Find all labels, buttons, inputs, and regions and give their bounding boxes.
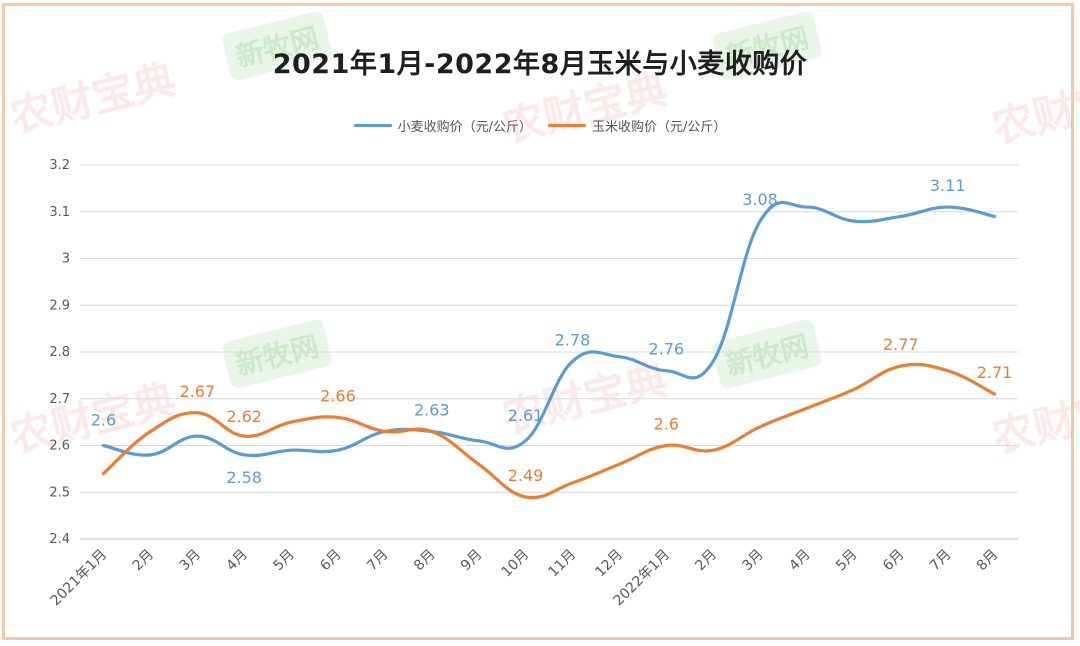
chart-frame: [2, 3, 1074, 640]
x-tick-label: 2月: [130, 547, 158, 575]
x-tick-label: 12月: [592, 547, 626, 581]
x-tick-label: 11月: [545, 547, 579, 581]
legend-swatch-wheat: [353, 124, 392, 127]
x-tick-label: 9月: [458, 547, 486, 575]
data-label: 2.6: [654, 415, 679, 434]
data-label: 2.78: [555, 330, 591, 349]
x-tick-label: 7月: [364, 547, 392, 575]
data-label: 2.58: [226, 468, 262, 487]
chart-title: 2021年1月-2022年8月玉米与小麦收购价: [272, 49, 808, 80]
data-label: 2.61: [508, 406, 544, 425]
x-tick-label: 7月: [927, 547, 955, 575]
x-tick-label: 4月: [786, 547, 814, 575]
x-tick-label: 8月: [411, 547, 439, 575]
chart-legend: 小麦收购价（元/公斤） 玉米收购价（元/公斤）: [0, 116, 1080, 135]
y-tick-label: 2.6: [49, 439, 70, 454]
x-tick-label: 5月: [270, 547, 298, 575]
x-tick-label: 10月: [499, 547, 533, 581]
x-tick-label: 3月: [739, 547, 767, 575]
y-tick-label: 3.1: [49, 205, 70, 220]
y-tick-label: 2.9: [49, 298, 70, 313]
legend-label-wheat: 小麦收购价（元/公斤）: [397, 120, 532, 135]
data-label: 2.49: [508, 466, 544, 485]
data-label: 2.76: [648, 340, 684, 359]
y-tick-label: 2.7: [49, 392, 70, 407]
x-tick-label: 2021年1月: [48, 547, 111, 610]
data-label: 3.08: [742, 190, 778, 209]
x-tick-label: 6月: [880, 547, 908, 575]
y-tick-label: 2.4: [49, 532, 70, 547]
x-tick-label: 8月: [974, 547, 1002, 575]
data-label: 2.62: [226, 407, 262, 426]
data-label: 2.77: [883, 335, 919, 354]
data-label: 2.63: [414, 400, 450, 419]
x-tick-label: 2月: [692, 547, 720, 575]
y-tick-label: 3.2: [49, 158, 70, 173]
data-label: 2.6: [91, 411, 116, 430]
x-tick-label: 6月: [317, 547, 345, 575]
data-label: 2.67: [179, 382, 215, 401]
legend-item-wheat: 小麦收购价（元/公斤）: [353, 116, 532, 135]
legend-item-corn: 玉米收购价（元/公斤）: [548, 116, 726, 135]
data-label: 3.11: [930, 176, 966, 195]
legend-swatch-corn: [548, 124, 586, 127]
x-tick-label: 3月: [177, 547, 205, 575]
y-tick-label: 2.5: [49, 485, 70, 500]
x-tick-label: 5月: [833, 547, 861, 575]
data-label: 2.66: [320, 386, 356, 405]
data-label: 2.71: [977, 363, 1013, 382]
legend-label-corn: 玉米收购价（元/公斤）: [592, 120, 727, 135]
series-line-corn: [101, 362, 997, 500]
x-tick-label: 4月: [223, 547, 251, 575]
y-tick-label: 3: [62, 252, 70, 267]
y-tick-label: 2.8: [49, 345, 70, 360]
series-line-wheat: [101, 200, 997, 458]
